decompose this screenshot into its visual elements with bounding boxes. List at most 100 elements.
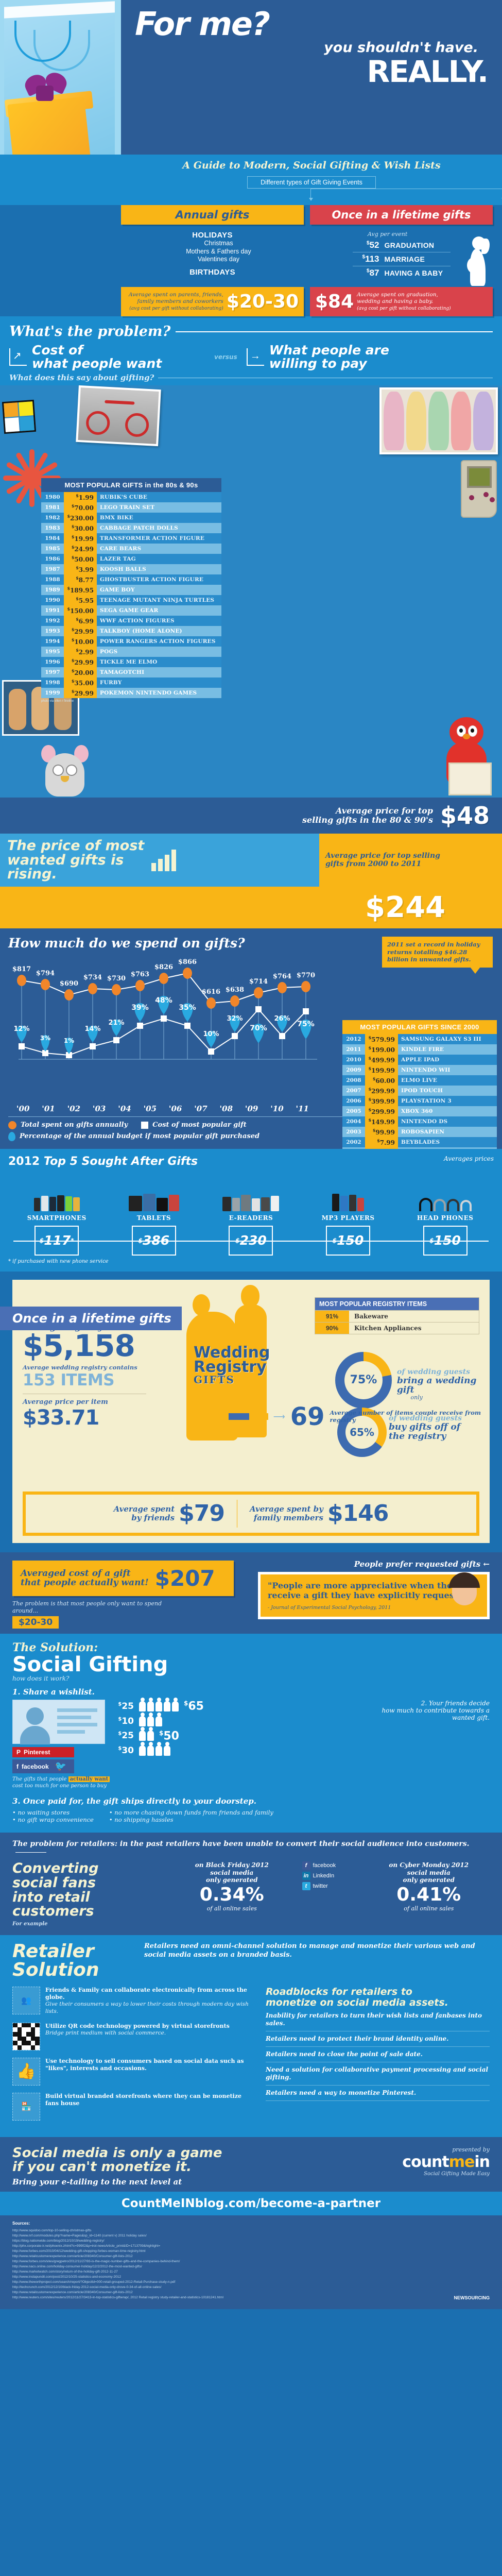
list-item: Retailers need to protect their brand id… [266,2031,490,2047]
spent-by-family: Average spent by family members $146 [249,1500,389,1527]
holiday-item: Mothers & Fathers day [186,247,251,255]
step3-left-list: no waiting stores no gift wrap convenien… [12,1809,93,1823]
spent-friends-value: $79 [179,1500,225,1527]
quote-box: "People are more appreciative when they … [258,1571,490,1619]
table-row: 2009 $199.99 NINTENDO WII [342,1064,497,1075]
what-people-willing-to-pay: → What people are willing to pay [246,344,493,370]
chart-title: How much do we spend on gifts? [8,935,245,951]
step3-right-list: no more chasing down funds from friends … [109,1809,273,1823]
table-row: 1986 $50.00 LAZER TAG [41,554,221,564]
top5-price-row: $117* $386 $230 $150 $150 [8,1225,494,1256]
people-icon [139,1698,179,1712]
source-line: http://www.reuters.com/sites/reuters/201… [12,2296,223,2300]
most-popular-gifts-80s-table: MOST POPULAR GIFTS in the 80s & 90s 1980… [41,478,221,698]
only-label: only [410,1394,423,1401]
retailers-section: The problem for retailers: in the past r… [0,1833,502,1935]
table-row: 1982 $230.00 BMX BIKE [41,513,221,523]
source-line: http://www.marketwatch.com/story/return-… [12,2270,118,2274]
url-bar[interactable]: CountMeINblog.com/become-a-partner [0,2192,502,2216]
product-mp3: MP3 PLAYERS [300,1173,397,1222]
avg-want-value: $207 [154,1565,215,1591]
legend-pin-icon [8,1131,15,1141]
svg-text:70%: 70% [250,1024,267,1032]
amount: $113 [362,254,379,264]
source-line: http://techcrunch.com/2012/12/10/black-f… [12,2285,162,2290]
chart-annotation: 2011 set a record in holiday returns tot… [382,936,493,974]
linkedin-icon[interactable]: in LinkedIn [302,1872,334,1880]
step3-block: 3. Once paid for, the gift ships directl… [12,1797,490,1823]
source-line: http://www.nacs.online.com/holiday-consu… [12,2265,142,2269]
lifetime-average-box: $84 Average spent on graduation, wedding… [310,287,493,316]
versus-label: versus [214,353,237,361]
annual-gifts-column: Annual gifts HOLIDAYS Christmas Mothers … [121,205,304,283]
closing-section: presented by countmein Social Gifting Ma… [0,2137,502,2192]
collaborate-icon: 👥 [12,1986,40,2014]
table-row: 1985 $24.99 CARE BEARS [41,544,221,554]
table-row: 1993 $29.99 TALKBOY (HOME ALONE) [41,626,221,636]
svg-text:14%: 14% [84,1025,100,1033]
mp3-players-icon [300,1173,397,1211]
event-name: MARRIAGE [384,255,425,263]
registry-card: Once in a lifetime gifts Wedding Registry… [0,1279,490,1543]
product-smartphones: SMARTPHONES [8,1173,106,1222]
chart-up-arrow-icon: ↗ [9,348,27,366]
roadblocks-title: Roadblocks for retailers to monetize on s… [266,1986,448,2008]
facebook-icon[interactable]: f facebook [302,1861,336,1870]
amount: $52 [367,240,379,250]
table-row: 1984 $19.99 TRANSFORMER ACTION FIGURE [41,533,221,544]
table-row: 1990 $5.95 TEENAGE MUTANT NINJA TURTLES [41,595,221,605]
source-line: http://phx.corporate-ir.net/phoenix.zhtm… [12,2244,161,2248]
step2-label: 2. Your friends decide how much to contr… [382,1700,490,1722]
amount: $87 [367,268,379,278]
legend-label: Cost of most popular gift [152,1121,247,1129]
top5-footnote: * if purchased with new phone service [8,1258,109,1264]
product-tablets: TABLETS [106,1173,203,1222]
svg-text:$764: $764 [273,973,291,980]
event-name: HAVING A BABY [384,269,443,277]
product-name: HEAD PHONES [417,1214,474,1222]
registry-wrap: Once in a lifetime gifts Wedding Registry… [0,1271,502,1552]
social-icons: f facebook in LinkedIn t twitter [302,1861,359,1926]
product-headphones: HEAD PHONES [396,1173,494,1222]
table-row: 1996 $29.99 TICKLE ME ELMO [41,657,221,667]
holiday-item: Valentines day [197,256,240,263]
table-row: 1987 $3.99 KOOSH BALLS [41,564,221,574]
head-phones-icon [396,1173,494,1211]
svg-text:$714: $714 [249,978,268,986]
page-title: For me? [135,5,270,43]
annual-gifts-heading: Annual gifts [121,205,304,225]
stat1-value: 0.34% [199,1884,264,1905]
popular-registry-items-table: MOST POPULAR REGISTRY ITEMS 91% Bakeware… [315,1297,479,1334]
birthdays-label: BIRTHDAYS [189,267,235,277]
pinterest-button[interactable]: P Pinterest [12,1747,74,1758]
list-item: Need a solution for collaborative paymen… [266,2062,490,2086]
list-item: $113 MARRIAGE [352,252,451,266]
svg-text:$690: $690 [60,980,78,988]
top5-section: 2012 Top 5 Sought After Gifts Averages p… [0,1148,502,1272]
most-popular-gifts-2000s-table: MOST POPULAR GIFTS SINCE 2000 2012 $579.9… [342,1020,497,1168]
rubiks-cube-icon [2,399,37,434]
twitter-icon[interactable]: t twitter [302,1882,328,1891]
holiday-item: Christmas [204,240,233,247]
countmein-logo: countmein [402,2153,490,2171]
twitter-bird-icon[interactable]: 🐦 [55,1761,67,1772]
contains-caption: Average wedding registry contains [23,1363,137,1371]
guide-text: A Guide to Modern, Social Gifting & Wish… [182,160,441,171]
top5-avg-note: Averages prices [444,1155,494,1162]
event-name: GRADUATION [384,241,435,249]
rising-row: The price of most wanted gifts is rising. … [0,834,502,887]
per-item-caption: Average price per item [23,1398,108,1406]
spent-family-value: $146 [327,1500,389,1527]
svg-text:75%: 75% [297,1020,315,1028]
hero-header: For me? you shouldn't have. REALLY. [0,0,502,155]
list-item: Utilize QR code technology powered by vi… [12,2022,254,2050]
registry-title: Wedding Registry GIFTS [194,1343,270,1386]
prefer-title: People prefer requested gifts ← [354,1559,490,1569]
source-line: http://www.forbes.com/2010/04/12/wedding… [12,2249,146,2253]
facebook-button[interactable]: f facebook 🐦 [12,1759,74,1774]
product-name: MP3 PLAYERS [321,1214,375,1222]
items-received-value: 69 [290,1402,325,1431]
share-caption: The gifts that people actually want cost… [12,1776,110,1789]
contribution-rows: $25 $65 $10 $25 $50 $30 [113,1698,358,1759]
avg-244-value: $244 [365,890,445,924]
